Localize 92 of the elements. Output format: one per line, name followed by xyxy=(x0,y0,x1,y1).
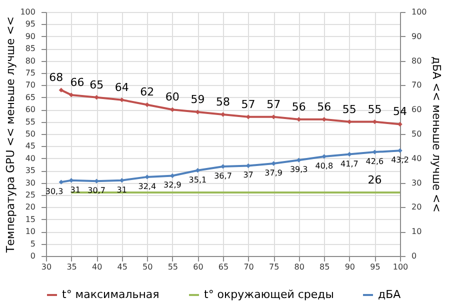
point xyxy=(398,148,402,153)
data-label: 37,9 xyxy=(264,168,282,178)
data-label: 35,1 xyxy=(188,175,207,184)
y-tick-label: 95 xyxy=(25,20,36,29)
y-tick-label: 60 xyxy=(25,105,36,114)
data-label: 68 xyxy=(49,71,64,84)
data-label: 55 xyxy=(342,102,356,116)
data-label: 65 xyxy=(90,78,104,92)
data-label: 30,3 xyxy=(45,187,64,196)
legend-label: t° окружающей среды xyxy=(204,288,334,301)
data-label: 62 xyxy=(140,86,154,99)
x-tick-label: 55 xyxy=(168,262,178,272)
y-tick-label: 45 xyxy=(25,142,36,151)
point xyxy=(120,97,124,102)
data-label: 39,3 xyxy=(290,165,308,174)
y-tick-label: 70 xyxy=(25,80,36,90)
x-tick-label: 45 xyxy=(117,262,128,272)
data-label: 55 xyxy=(368,102,382,116)
y2-tick-label: 90 xyxy=(412,32,422,41)
data-label: 42,6 xyxy=(366,157,384,166)
legend-label: дБА xyxy=(378,288,402,301)
data-label: 43,2 xyxy=(391,156,409,165)
y2-tick-label: 70 xyxy=(412,80,422,90)
point xyxy=(296,158,302,162)
y-tick-label: 10 xyxy=(25,227,36,236)
y2-tick-label: 0 xyxy=(412,252,417,260)
y-axis-title: Температура GPU << меньше лучше << xyxy=(4,16,18,254)
y2-tick-label: 20 xyxy=(412,202,422,212)
point xyxy=(220,112,226,117)
y-tick-label: 80 xyxy=(25,56,36,66)
y2-tick-label: 80 xyxy=(412,56,422,66)
y-tick-label: 50 xyxy=(25,130,36,138)
x-tick-label: 35 xyxy=(66,262,77,272)
y-tick-label: 15 xyxy=(25,214,36,224)
x-tick-label: 100 xyxy=(392,262,408,272)
data-label: 54 xyxy=(393,105,407,118)
point xyxy=(170,107,175,112)
point xyxy=(271,161,276,166)
y-tick-label: 5 xyxy=(30,239,36,248)
y-tick-label: 75 xyxy=(25,68,36,78)
y2-tick-label: 10 xyxy=(412,227,422,236)
point xyxy=(94,95,99,100)
y2-tick-label: 40 xyxy=(412,154,422,163)
y-tick-label: 35 xyxy=(25,166,36,176)
legend-label: t° максимальная xyxy=(62,288,160,301)
data-label: 58 xyxy=(216,95,230,108)
x-tick-label: 50 xyxy=(142,262,153,272)
y2-tick-label: 60 xyxy=(412,105,422,114)
x-tick-label: 70 xyxy=(244,262,254,272)
data-label: 56 xyxy=(292,100,306,114)
point xyxy=(144,174,150,180)
x-tick-label: 60 xyxy=(193,262,204,272)
data-label: 41,7 xyxy=(340,159,358,168)
data-label: 57 xyxy=(266,98,281,111)
y-tick-label: 25 xyxy=(25,190,36,200)
x-tick-label: 30 xyxy=(41,262,52,272)
y2-tick-label: 30 xyxy=(412,178,422,188)
point xyxy=(144,102,150,108)
data-label: 36,7 xyxy=(214,171,232,180)
data-label: 56 xyxy=(317,100,332,114)
y2-axis-title: дБА << меньше лучше << xyxy=(430,56,443,212)
data-label: 57 xyxy=(241,98,256,111)
y-tick-label: 90 xyxy=(25,32,36,41)
data-label: 37 xyxy=(243,170,254,180)
point xyxy=(170,173,175,178)
point xyxy=(58,88,64,92)
y-tick-label: 0 xyxy=(30,252,36,260)
y-tick-label: 65 xyxy=(25,92,36,102)
data-label: 66 xyxy=(70,76,84,89)
data-label: 60 xyxy=(165,90,180,104)
x-tick-label: 65 xyxy=(218,262,229,272)
data-label: 26 xyxy=(368,174,382,187)
y-tick-label: 30 xyxy=(25,178,36,188)
x-tick-label: 90 xyxy=(344,262,356,272)
y2-tick-label: 50 xyxy=(412,130,422,138)
x-tick-label: 40 xyxy=(92,262,102,272)
y2-tick-label: 100 xyxy=(412,8,427,16)
x-tick-label: 85 xyxy=(320,262,330,272)
y-tick-label: 40 xyxy=(25,154,36,163)
y-tick-label: 20 xyxy=(25,202,36,212)
x-tick-label: 80 xyxy=(294,262,304,272)
y-tick-label: 100 xyxy=(20,8,36,16)
data-label: 64 xyxy=(114,80,129,94)
data-label: 40,8 xyxy=(315,161,334,170)
x-tick-label: 75 xyxy=(268,262,280,272)
y-tick-label: 85 xyxy=(25,44,36,54)
x-tick-label: 95 xyxy=(370,262,380,272)
data-label: 59 xyxy=(190,93,205,106)
data-label: 32,9 xyxy=(164,180,182,190)
data-label: 32,4 xyxy=(138,182,156,191)
point xyxy=(322,154,326,159)
y-tick-label: 55 xyxy=(25,117,36,126)
